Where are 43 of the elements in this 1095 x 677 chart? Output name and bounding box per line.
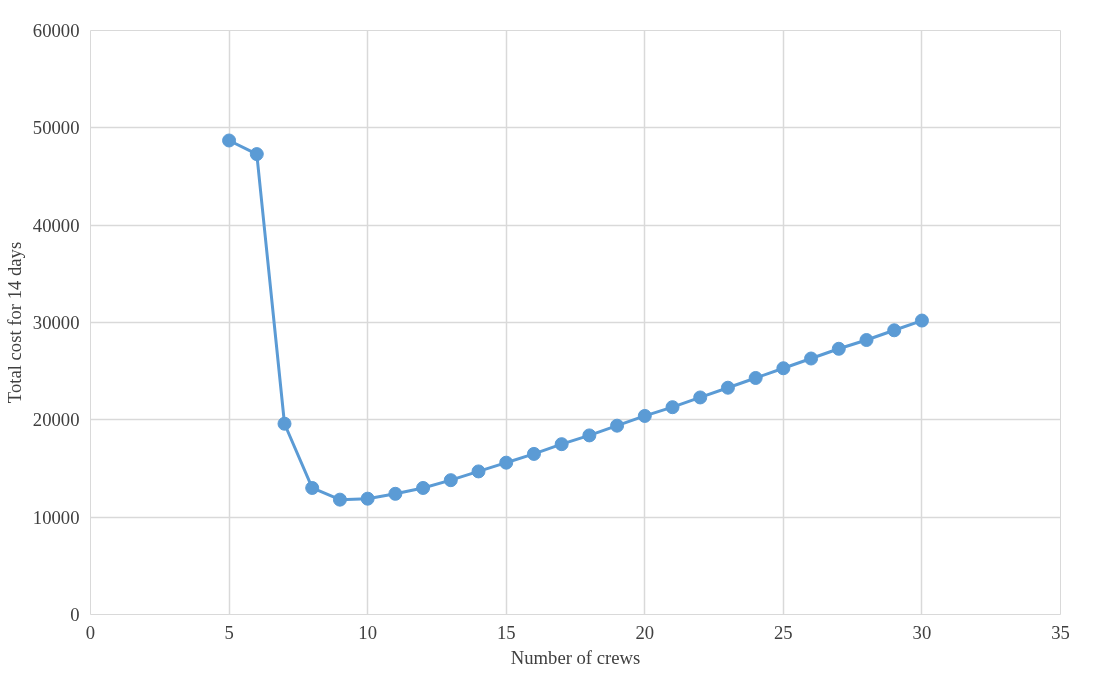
x-tick-label: 20 bbox=[635, 621, 655, 643]
y-tick-label: 40000 bbox=[32, 214, 80, 236]
x-tick-label: 0 bbox=[85, 621, 96, 643]
point bbox=[748, 370, 763, 385]
point bbox=[804, 351, 819, 366]
y-tick-label: 10000 bbox=[32, 506, 80, 528]
point bbox=[665, 400, 680, 415]
y-tick-label: 60000 bbox=[32, 20, 80, 41]
point bbox=[499, 455, 514, 470]
x-tick-label: 5 bbox=[224, 621, 234, 643]
x-tick-label: 15 bbox=[496, 621, 516, 643]
y-tick-label: 50000 bbox=[32, 117, 80, 139]
x-axis-title: Number of crews bbox=[510, 646, 641, 668]
point bbox=[222, 133, 237, 148]
point bbox=[887, 323, 902, 338]
point bbox=[720, 380, 735, 395]
point bbox=[776, 361, 791, 376]
x-tick-label: 30 bbox=[912, 621, 932, 643]
point bbox=[277, 416, 292, 431]
x-tick-label: 35 bbox=[1051, 621, 1070, 643]
x-tick-label: 25 bbox=[774, 621, 793, 643]
y-tick-label: 30000 bbox=[32, 312, 80, 333]
point bbox=[471, 464, 486, 479]
point bbox=[693, 390, 708, 405]
point bbox=[249, 147, 264, 162]
y-axis-title: Total cost for 14 days bbox=[3, 241, 25, 404]
point bbox=[831, 341, 846, 356]
point bbox=[305, 480, 320, 495]
point bbox=[526, 446, 541, 461]
point bbox=[610, 418, 625, 433]
point bbox=[637, 408, 652, 423]
point bbox=[914, 313, 929, 328]
x-tick-label: 10 bbox=[358, 621, 377, 643]
y-tick-label: 20000 bbox=[32, 409, 80, 431]
point bbox=[360, 491, 375, 506]
point bbox=[388, 486, 403, 501]
point bbox=[859, 333, 874, 348]
point bbox=[416, 480, 431, 495]
point bbox=[582, 428, 597, 443]
point bbox=[554, 437, 569, 452]
y-tick-label: 0 bbox=[70, 604, 80, 625]
point bbox=[332, 492, 347, 507]
point bbox=[443, 473, 458, 488]
